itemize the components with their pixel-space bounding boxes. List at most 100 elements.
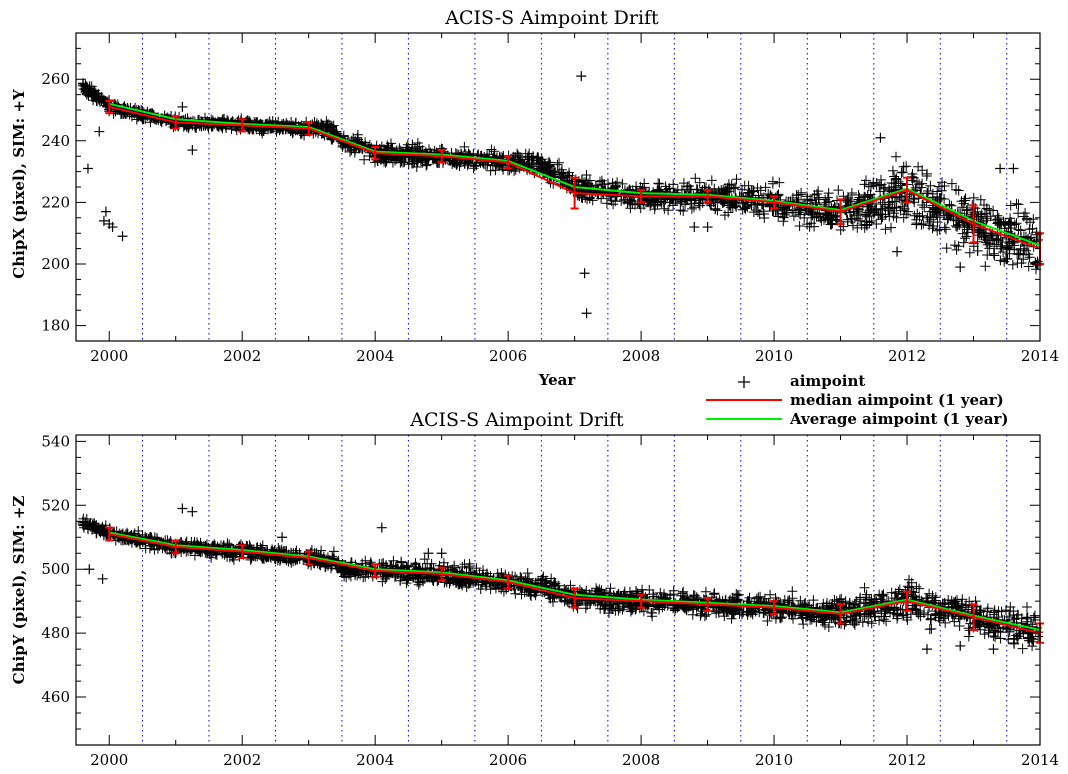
chipx-x-tick-label: 2012 xyxy=(888,347,926,365)
chipx-median-errorbar xyxy=(437,149,446,164)
chipy-aimpoint-outlier xyxy=(955,640,966,651)
chipy-x-tick-label: 2008 xyxy=(622,751,660,769)
chipx-median-errorbar xyxy=(171,115,180,130)
chipy-median-errorbar xyxy=(703,596,712,612)
chipx-aimpoint-outlier xyxy=(892,246,903,257)
legend-plus-marker xyxy=(738,376,750,388)
chipx-aimpoint-outlier xyxy=(100,206,111,217)
chipx-aimpoint-outlier xyxy=(955,262,966,273)
chipx-median-errorbar xyxy=(703,189,712,204)
chipy-median-errorbar xyxy=(770,600,779,615)
chipx-aimpoint-outlier xyxy=(82,163,93,174)
chipx-y-tick-label: 240 xyxy=(41,132,70,150)
chipx-x-tick-label: 2004 xyxy=(356,347,394,365)
chipy-y-axis-label: ChipY (pixel), SIM: +Z xyxy=(10,496,28,685)
legend-item-average: Average aimpoint (1 year) xyxy=(706,410,1008,428)
chipy-aimpoint-outlier xyxy=(277,532,288,543)
chipx-x-tick-label: 2014 xyxy=(1021,347,1059,365)
chipx-median-errorbar xyxy=(570,176,579,210)
chipy-median-errorbar xyxy=(304,550,313,566)
chipy-x-tick-label: 2006 xyxy=(489,751,527,769)
chipy-median-errorbar xyxy=(371,563,380,579)
chipy-x-tick-label: 2014 xyxy=(1021,751,1059,769)
chipx-aimpoint-outlier xyxy=(981,203,992,214)
chipx-panel: 2000 2002 2004 2006 2008 2010 2012 2014 180 200 22… xyxy=(10,7,1059,389)
chipx-median-errorbar xyxy=(836,198,845,225)
chipy-median-errorbar xyxy=(504,574,513,590)
chipy-y-tick-label: 460 xyxy=(41,688,70,706)
chipy-median-errorbar xyxy=(437,566,446,582)
chipy-median-errorbar xyxy=(105,526,114,542)
chipy-y-tick-label: 520 xyxy=(41,496,70,514)
chipy-plot-frame xyxy=(75,434,1041,746)
chipy-y-tick-label: 540 xyxy=(41,432,70,450)
chipx-aimpoint-outlier xyxy=(576,71,587,82)
legend-item-aimpoint: aimpoint xyxy=(738,372,865,390)
chipx-tick-marks xyxy=(76,32,1041,342)
chipx-median-errorbar xyxy=(371,145,380,161)
chipy-y-tick-label: 480 xyxy=(41,624,70,642)
chipy-title: ACIS-S Aimpoint Drift xyxy=(409,409,624,431)
chipy-axis-ticks: 2000 2002 2004 2006 2008 2010 2012 2014 460 480 50… xyxy=(41,432,1059,769)
legend-label-average: Average aimpoint (1 year) xyxy=(789,410,1008,428)
chipx-median-errorbar xyxy=(504,155,513,170)
legend-item-median: median aimpoint (1 year) xyxy=(706,391,1004,409)
chipy-median-errorbar xyxy=(969,603,978,631)
chipy-median-errorbar xyxy=(570,587,579,609)
chipx-aimpoint-outlier xyxy=(94,126,105,137)
chipx-aimpoint-outlier xyxy=(117,231,128,242)
chipy-median-errorbar xyxy=(238,544,247,560)
chipx-y-tick-label: 180 xyxy=(41,317,70,335)
chipy-aimpoint-outlier xyxy=(376,522,387,533)
chipy-panel: 2000 2002 2004 2006 2008 2010 2012 2014 460 480 50… xyxy=(10,409,1059,769)
chipy-aimpoint-outlier xyxy=(436,548,447,559)
chipy-median-errorbar xyxy=(171,539,180,555)
chipx-grid xyxy=(141,33,1008,341)
chipx-aimpoint-outlier xyxy=(1008,163,1019,174)
chipy-aimpoint-outlier xyxy=(177,503,188,514)
chipx-median-errorbar xyxy=(903,176,912,204)
chipy-median-errorbar xyxy=(836,603,845,625)
chipx-x-axis-label: Year xyxy=(538,371,577,389)
chipx-median-errorbar xyxy=(105,99,114,115)
chipy-x-tick-label: 2010 xyxy=(755,751,793,769)
chipx-x-tick-label: 2000 xyxy=(90,347,128,365)
chipy-aimpoint-outlier xyxy=(988,644,999,655)
chipy-aimpoint-outlier xyxy=(97,573,108,584)
chipy-x-tick-label: 2012 xyxy=(888,751,926,769)
chipy-x-tick-label: 2000 xyxy=(90,751,128,769)
chipx-aimpoint-outlier xyxy=(98,215,109,226)
chipx-x-tick-label: 2002 xyxy=(223,347,261,365)
chipx-x-tick-label: 2010 xyxy=(755,347,793,365)
chipy-aimpoint-outlier xyxy=(423,548,434,559)
chipy-median-errorbar xyxy=(903,590,912,612)
chipy-grid xyxy=(141,435,1008,745)
chipx-median-errorbar xyxy=(969,204,978,244)
chipy-trend-lines xyxy=(105,526,1044,644)
chipx-y-tick-label: 260 xyxy=(41,70,70,88)
chipx-y-axis-label: ChipX (pixel), SIM: +Y xyxy=(10,89,28,279)
chipy-x-tick-label: 2002 xyxy=(223,751,261,769)
chipx-y-tick-label: 200 xyxy=(41,255,70,273)
chipx-x-tick-label: 2006 xyxy=(489,347,527,365)
chipy-x-tick-label: 2004 xyxy=(356,751,394,769)
chipx-median-errorbar xyxy=(770,195,779,210)
chipx-aimpoint-outlier xyxy=(995,163,1006,174)
chipx-axis-ticks: 2000 2002 2004 2006 2008 2010 2012 2014 180 200 22… xyxy=(41,32,1059,365)
chipy-aimpoint-outlier xyxy=(187,506,198,517)
chipx-aimpoint-outlier xyxy=(689,222,700,233)
chipx-aimpoint-outlier xyxy=(579,268,590,279)
chipx-title: ACIS-S Aimpoint Drift xyxy=(444,7,659,29)
chipy-median-errorbar xyxy=(637,593,646,609)
legend-label-aimpoint: aimpoint xyxy=(790,372,865,390)
chipx-aimpoint-outlier xyxy=(187,145,198,156)
chipy-y-tick-label: 500 xyxy=(41,560,70,578)
chipx-median-errorbar xyxy=(238,118,247,133)
chipx-aimpoint-outlier xyxy=(107,222,118,233)
chipx-aimpoint-outlier xyxy=(581,308,592,319)
legend: aimpoint median aimpoint (1 year) Averag… xyxy=(706,372,1008,428)
chipy-tick-marks xyxy=(76,435,1041,746)
chipx-median-errorbar xyxy=(304,121,313,136)
chipx-aimpoint-outlier xyxy=(875,132,886,143)
